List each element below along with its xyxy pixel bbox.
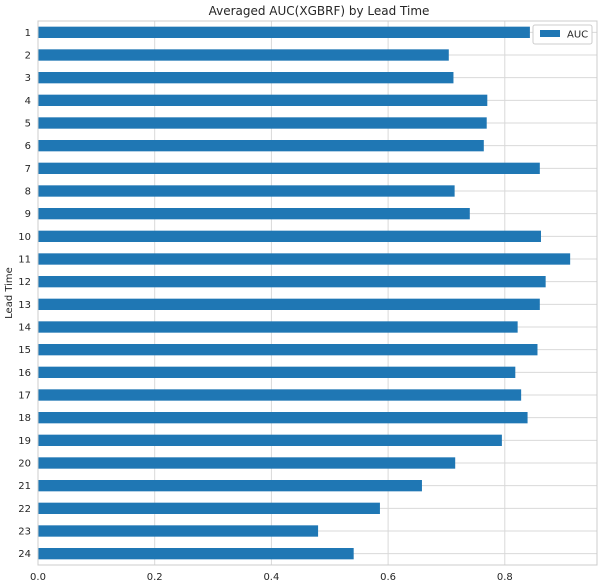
legend-box — [532, 24, 593, 45]
y-tick-label: 16 — [18, 368, 31, 379]
bar-lead-time-16 — [38, 366, 516, 378]
y-tick-label: 17 — [18, 391, 31, 402]
chart-title: Averaged AUC(XGBRF) by Lead Time — [209, 4, 430, 18]
bar-lead-time-13 — [38, 298, 540, 310]
bar-lead-time-12 — [38, 276, 546, 288]
y-tick-label: 3 — [25, 73, 31, 84]
bar-lead-time-24 — [38, 548, 354, 560]
y-tick-label: 13 — [18, 300, 31, 311]
x-tick-label: 0.4 — [263, 572, 279, 583]
y-tick-label: 9 — [25, 209, 31, 220]
legend-swatch-auc — [540, 30, 560, 37]
x-tick-labels: 0.0 0.2 0.4 0.6 0.8 — [30, 572, 513, 583]
bar-lead-time-1 — [38, 26, 530, 38]
y-tick-label: 6 — [25, 141, 31, 152]
y-tick-label: 21 — [18, 481, 31, 492]
x-tick-label: 0.2 — [147, 572, 163, 583]
bar-lead-time-9 — [38, 208, 470, 220]
bar-lead-time-15 — [38, 344, 538, 356]
bar-lead-time-17 — [38, 389, 522, 401]
y-tick-label: 10 — [18, 232, 31, 243]
y-tick-label: 8 — [25, 187, 31, 198]
y-tick-label: 14 — [18, 323, 31, 334]
x-tick-label: 0.0 — [30, 572, 46, 583]
y-tick-label: 22 — [18, 504, 31, 515]
bar-lead-time-14 — [38, 321, 518, 333]
y-tick-label: 19 — [18, 436, 31, 447]
y-tick-label: 20 — [18, 459, 31, 470]
bar-lead-time-19 — [38, 434, 502, 446]
plot-frame — [37, 20, 598, 566]
y-tick-label: 18 — [18, 413, 31, 424]
y-tick-label: 4 — [25, 96, 31, 107]
y-tick-label: 5 — [25, 119, 31, 130]
x-tick-label: 0.6 — [380, 572, 396, 583]
bars — [38, 26, 571, 560]
bar-lead-time-5 — [38, 117, 487, 129]
bar-lead-time-4 — [38, 94, 488, 106]
y-tick-label: 15 — [18, 345, 31, 356]
y-tick-label: 7 — [25, 164, 31, 175]
y-axis-label: Lead Time — [4, 267, 15, 319]
bar-lead-time-8 — [38, 185, 455, 197]
bar-lead-time-2 — [38, 49, 449, 61]
bar-lead-time-22 — [38, 502, 380, 514]
bar-lead-time-11 — [38, 253, 571, 265]
y-tick-label: 23 — [18, 527, 31, 538]
bar-lead-time-10 — [38, 230, 541, 242]
bar-lead-time-3 — [38, 72, 454, 84]
y-tick-label: 11 — [18, 255, 31, 266]
y-tick-label: 1 — [25, 28, 31, 39]
y-tick-label: 24 — [18, 549, 31, 560]
bar-lead-time-18 — [38, 412, 528, 424]
bar-lead-time-23 — [38, 525, 319, 537]
bar-lead-time-6 — [38, 140, 484, 152]
y-tick-label: 2 — [25, 51, 31, 62]
bar-lead-time-21 — [38, 480, 422, 492]
legend: AUC — [532, 24, 593, 45]
bar-lead-time-20 — [38, 457, 456, 469]
legend-label-auc: AUC — [567, 30, 588, 41]
bar-lead-time-7 — [38, 162, 540, 174]
y-tick-label: 12 — [18, 277, 31, 288]
x-tick-label: 0.8 — [497, 572, 513, 583]
